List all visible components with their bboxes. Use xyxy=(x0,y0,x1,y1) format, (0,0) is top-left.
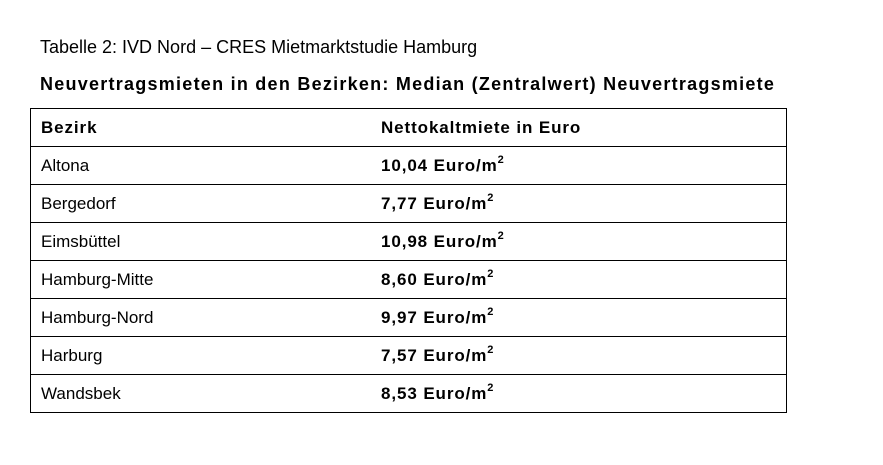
table-row: Eimsbüttel 10,98 Euro/m2 xyxy=(30,222,787,261)
miete-cell: 8,53 Euro/m2 xyxy=(371,374,787,413)
unit-exponent: 2 xyxy=(487,267,495,280)
miete-value: 10,04 xyxy=(381,155,429,175)
unit-exponent: 2 xyxy=(487,343,495,356)
miete-value: 9,97 xyxy=(381,307,418,327)
table-caption: Tabelle 2: IVD Nord – CRES Mietmarktstud… xyxy=(40,37,478,57)
table-row: Altona 10,04 Euro/m2 xyxy=(30,146,787,185)
table-subtitle: Neuvertragsmieten in den Bezirken: Media… xyxy=(40,74,776,94)
miete-value: 7,77 xyxy=(381,193,418,213)
bezirk-cell: Eimsbüttel xyxy=(30,222,371,261)
miete-unit: Euro/m xyxy=(423,269,488,289)
miete-cell: 8,60 Euro/m2 xyxy=(371,260,787,299)
table-row: Hamburg-Mitte 8,60 Euro/m2 xyxy=(30,260,787,299)
table-row: Wandsbek 8,53 Euro/m2 xyxy=(30,374,787,413)
miete-unit: Euro/m xyxy=(423,383,488,403)
unit-exponent: 2 xyxy=(487,305,495,318)
bezirk-cell: Hamburg-Nord xyxy=(30,298,371,337)
bezirk-cell: Hamburg-Mitte xyxy=(30,260,371,299)
column-header-nettokaltmiete: Nettokaltmiete in Euro xyxy=(371,108,787,147)
bezirk-cell: Wandsbek xyxy=(30,374,371,413)
miete-cell: 9,97 Euro/m2 xyxy=(371,298,787,337)
unit-exponent: 2 xyxy=(487,381,495,394)
table-row: Harburg 7,57 Euro/m2 xyxy=(30,336,787,375)
miete-cell: 7,77 Euro/m2 xyxy=(371,184,787,223)
miete-value: 8,60 xyxy=(381,269,418,289)
rent-table: Bezirk Nettokaltmiete in Euro Altona 10,0… xyxy=(30,108,787,413)
unit-exponent: 2 xyxy=(497,229,505,242)
bezirk-cell: Altona xyxy=(30,146,371,185)
miete-value: 7,57 xyxy=(381,345,418,365)
miete-value: 8,53 xyxy=(381,383,418,403)
miete-value: 10,98 xyxy=(381,231,429,251)
miete-unit: Euro/m xyxy=(423,345,488,365)
bezirk-cell: Harburg xyxy=(30,336,371,375)
miete-unit: Euro/m xyxy=(433,231,498,251)
miete-unit: Euro/m xyxy=(423,193,488,213)
miete-unit: Euro/m xyxy=(423,307,488,327)
bezirk-cell: Bergedorf xyxy=(30,184,371,223)
header-row: Bezirk Nettokaltmiete in Euro xyxy=(30,108,787,147)
miete-cell: 7,57 Euro/m2 xyxy=(371,336,787,375)
table-row: Hamburg-Nord 9,97 Euro/m2 xyxy=(30,298,787,337)
miete-unit: Euro/m xyxy=(433,155,498,175)
unit-exponent: 2 xyxy=(487,191,495,204)
column-header-bezirk: Bezirk xyxy=(30,108,371,147)
miete-cell: 10,98 Euro/m2 xyxy=(371,222,787,261)
table-body: Altona 10,04 Euro/m2 Bergedorf 7,77 Euro/m2… xyxy=(30,146,787,413)
miete-cell: 10,04 Euro/m2 xyxy=(371,146,787,185)
table-row: Bergedorf 7,77 Euro/m2 xyxy=(30,184,787,223)
unit-exponent: 2 xyxy=(497,153,505,166)
